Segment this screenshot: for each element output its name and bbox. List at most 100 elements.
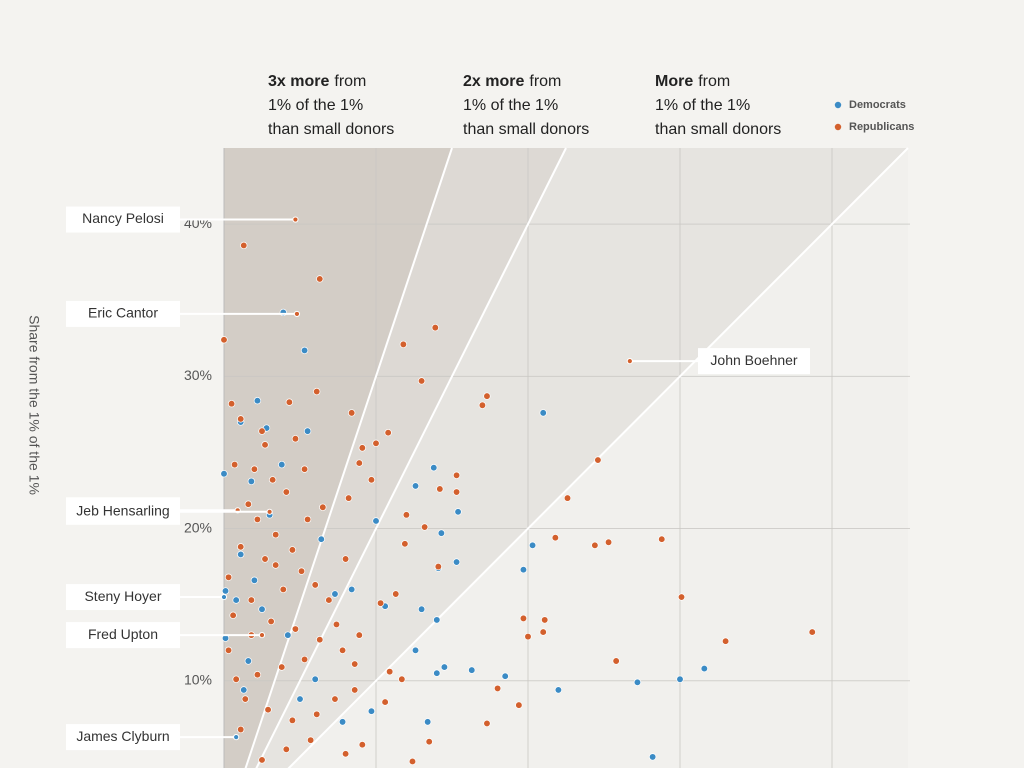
data-point [633, 678, 642, 686]
annotation-box [66, 584, 180, 611]
data-point [454, 508, 462, 516]
data-point [367, 707, 376, 715]
data-point [341, 555, 350, 563]
data-point [434, 562, 442, 571]
data-point [386, 667, 394, 676]
y-tick-label: 40% [184, 215, 212, 231]
region-boundary [287, 147, 909, 768]
annotation-label: John Boehner [710, 352, 798, 368]
region-label: More from [655, 73, 730, 90]
data-point [232, 675, 240, 683]
data-point [297, 567, 306, 575]
data-point [306, 736, 315, 744]
data-point [554, 686, 563, 694]
region-label: than small donors [268, 121, 394, 138]
legend-marker [834, 123, 842, 131]
data-point [539, 409, 547, 417]
data-point [381, 698, 389, 706]
data-point [501, 672, 509, 680]
data-point [240, 686, 248, 694]
data-point [338, 718, 347, 726]
region-label: 1% of the 1% [655, 97, 750, 114]
data-point [402, 511, 411, 519]
data-point [604, 538, 613, 546]
data-point [411, 482, 420, 490]
annotation-box [66, 300, 180, 327]
region-boundary [255, 147, 567, 768]
data-point [424, 718, 432, 726]
data-point [700, 664, 708, 673]
data-point [468, 666, 476, 674]
data-point [417, 377, 426, 385]
data-point [358, 741, 366, 749]
data-point [244, 657, 252, 665]
annotated-point [266, 508, 273, 515]
data-point [300, 346, 309, 355]
data-point [282, 745, 290, 753]
data-point [267, 617, 275, 626]
data-point [351, 686, 359, 694]
y-tick-label: 10% [184, 671, 212, 687]
data-point [237, 550, 245, 559]
data-point [272, 530, 280, 539]
annotation-box [66, 206, 180, 233]
data-point [399, 340, 408, 349]
legend-marker [834, 101, 842, 109]
data-point [261, 555, 269, 563]
data-point [224, 646, 233, 654]
data-point [291, 625, 300, 633]
data-point [417, 605, 426, 613]
data-point [250, 576, 259, 584]
data-point [240, 241, 248, 250]
annotated-point [292, 216, 299, 223]
data-point [433, 616, 441, 624]
data-point [253, 515, 262, 524]
data-point [316, 275, 324, 283]
data-point [261, 441, 269, 449]
data-point [278, 663, 286, 671]
region-label: 1% of the 1% [463, 97, 558, 114]
data-point [677, 593, 686, 601]
data-point [338, 646, 347, 654]
data-point [278, 460, 286, 469]
data-point [220, 470, 228, 478]
data-point [317, 535, 325, 543]
region-emphasis: More [655, 73, 693, 90]
data-point [291, 435, 300, 443]
data-point [436, 485, 444, 493]
data-point [300, 655, 309, 664]
annotation-label: Eric Cantor [88, 305, 158, 321]
legend-label: Democrats [849, 99, 906, 111]
data-point [440, 663, 449, 671]
data-point [220, 336, 228, 344]
data-point [285, 398, 294, 406]
data-point [452, 488, 461, 496]
region-emphasis: 2x more [463, 73, 524, 90]
data-point [229, 611, 237, 619]
data-point [437, 529, 446, 537]
data-point [551, 534, 560, 542]
data-point [237, 543, 245, 551]
data-point [268, 476, 277, 484]
data-point [398, 675, 406, 683]
data-point [355, 459, 363, 467]
data-point [303, 515, 312, 524]
annotation-label: Nancy Pelosi [82, 210, 164, 226]
data-point [658, 535, 666, 543]
data-point [325, 596, 333, 604]
data-point [253, 671, 262, 679]
data-point [247, 477, 256, 486]
annotated-point [258, 632, 266, 639]
legend-label: Republicans [849, 121, 914, 133]
annotated-point [626, 358, 633, 365]
data-point [237, 725, 245, 734]
data-point [483, 719, 491, 728]
data-point [367, 476, 376, 484]
region-label: than small donors [655, 121, 781, 138]
data-point [279, 585, 287, 594]
data-point [519, 566, 528, 574]
data-point [433, 669, 441, 677]
data-point [493, 684, 502, 693]
annotation-box [66, 622, 180, 649]
